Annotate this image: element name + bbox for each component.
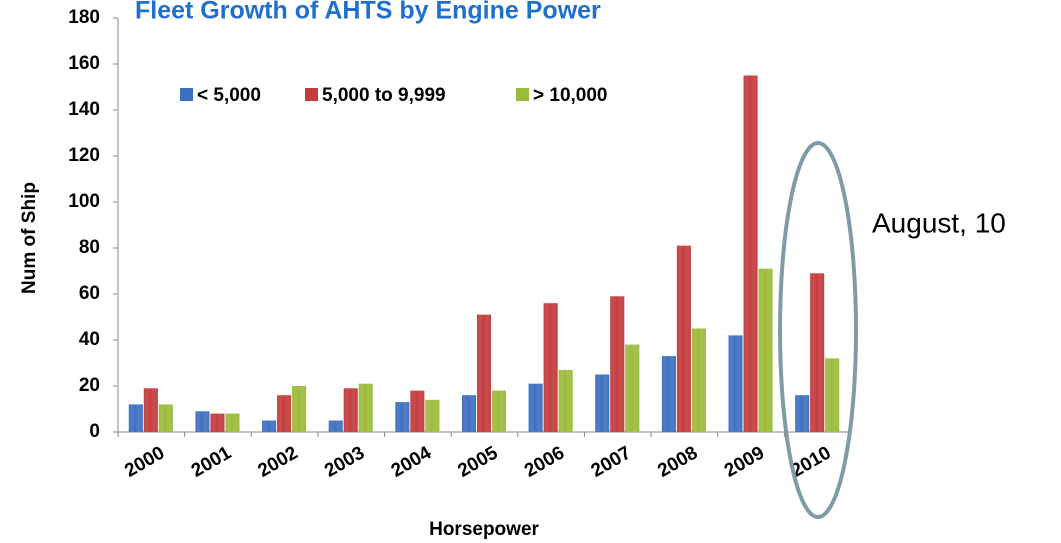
y-tick-label: 40 [79,329,100,350]
bar [477,314,491,432]
bar [661,356,676,432]
legend-swatch [516,88,529,101]
bar [543,303,558,432]
x-tick-label: 2001 [188,442,235,482]
y-tick-label: 180 [68,7,100,28]
y-tick-label: 140 [68,99,100,120]
x-tick-label: 2002 [254,442,301,481]
x-tick-label: 2004 [388,442,435,482]
bar [425,399,440,432]
bar [143,388,158,432]
legend-label: > 10,000 [533,85,608,106]
y-tick-label: 80 [79,237,100,258]
legend-swatch [180,88,193,101]
bar [758,268,773,432]
bar [795,395,810,432]
bar [277,395,292,432]
bar [225,413,240,432]
bar [810,273,825,432]
x-tick-label: 2000 [121,442,168,481]
y-tick-label: 60 [79,283,100,304]
highlight-ellipse [778,141,858,519]
bar [676,245,691,432]
bar [343,388,358,432]
y-tick-label: 0 [89,421,100,442]
bar [595,374,610,432]
bar [210,413,225,432]
y-tick-label: 20 [79,375,100,396]
annotation: August, 10 [872,207,1006,238]
legend-label: < 5,000 [197,85,261,106]
bar [328,420,343,432]
bar [410,390,425,432]
x-tick-label: 2009 [721,442,768,481]
bar [691,328,706,432]
bar [528,383,543,432]
bar [395,402,410,432]
bar [158,404,173,432]
bar [358,383,373,432]
bar [128,404,143,432]
x-tick-label: 2005 [454,442,501,482]
y-axis-label: Num of Ship [19,182,40,294]
y-tick-label: 100 [68,191,100,212]
x-tick-label: 2006 [521,442,568,481]
bar [743,75,758,432]
x-axis-label: Horsepower [429,519,539,540]
bar [462,395,476,432]
bar [558,369,573,432]
y-tick-label: 160 [68,53,100,74]
bar [262,420,277,432]
bar [728,335,743,432]
chart-title: Fleet Growth of AHTS by Engine Power [135,0,601,25]
bar [195,411,210,432]
legend-label: 5,000 to 9,999 [322,85,446,106]
bar [610,296,625,432]
x-tick-label: 2007 [588,442,635,481]
bar [292,386,307,432]
bar [825,358,840,432]
legend-swatch [305,88,318,101]
x-tick-label: 2003 [321,442,368,481]
bar [625,344,640,432]
bar [492,390,506,432]
y-tick-label: 120 [68,145,100,166]
x-tick-label: 2008 [654,442,701,481]
